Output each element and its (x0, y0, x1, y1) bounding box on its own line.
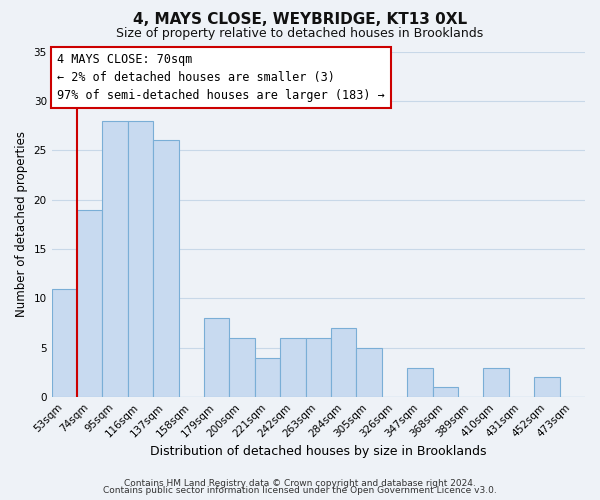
Text: Contains public sector information licensed under the Open Government Licence v3: Contains public sector information licen… (103, 486, 497, 495)
Bar (407, 368, 433, 397)
Bar (229, 338, 255, 397)
Text: Size of property relative to detached houses in Brooklands: Size of property relative to detached ho… (116, 28, 484, 40)
Text: 4, MAYS CLOSE, WEYBRIDGE, KT13 0XL: 4, MAYS CLOSE, WEYBRIDGE, KT13 0XL (133, 12, 467, 28)
Bar (433, 388, 458, 397)
Bar (128, 120, 153, 397)
Bar (77, 210, 103, 397)
Y-axis label: Number of detached properties: Number of detached properties (15, 132, 28, 318)
Bar (484, 368, 509, 397)
Bar (331, 328, 356, 397)
Bar (356, 348, 382, 397)
Bar (153, 140, 179, 397)
Bar (52, 288, 77, 397)
Bar (534, 378, 560, 397)
Text: Contains HM Land Registry data © Crown copyright and database right 2024.: Contains HM Land Registry data © Crown c… (124, 478, 476, 488)
Text: 4 MAYS CLOSE: 70sqm
← 2% of detached houses are smaller (3)
97% of semi-detached: 4 MAYS CLOSE: 70sqm ← 2% of detached hou… (57, 53, 385, 102)
X-axis label: Distribution of detached houses by size in Brooklands: Distribution of detached houses by size … (150, 444, 487, 458)
Bar (204, 318, 229, 397)
Bar (103, 120, 128, 397)
Bar (305, 338, 331, 397)
Bar (255, 358, 280, 397)
Bar (280, 338, 305, 397)
